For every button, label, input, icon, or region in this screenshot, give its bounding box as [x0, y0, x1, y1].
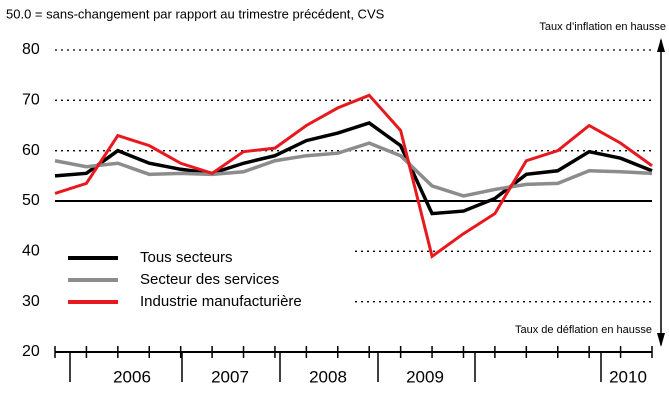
- annotation: Taux de déflation en hausse: [515, 324, 652, 336]
- subtitle: 50.0 = sans-changement par rapport au tr…: [6, 6, 385, 21]
- arrow-head: [657, 38, 665, 52]
- series-line: [54, 121, 653, 216]
- annotation: Taux d’inflation en hausse: [539, 21, 666, 33]
- y-tick-label: 20: [22, 343, 40, 360]
- y-tick-label: 50: [22, 192, 40, 209]
- legend-label: Industrie manufacturière: [140, 293, 302, 310]
- x-tick-label: 2007: [211, 367, 249, 386]
- series-line: [54, 93, 653, 259]
- series-line: [54, 141, 653, 198]
- x-tick-label: 2008: [309, 367, 347, 386]
- y-tick-label: 30: [22, 293, 40, 310]
- legend-label: Tous secteurs: [140, 249, 233, 266]
- arrow-head: [657, 333, 665, 347]
- legend-label: Secteur des services: [140, 271, 279, 288]
- y-tick-label: 60: [22, 142, 40, 159]
- x-tick-label: 2009: [406, 367, 444, 386]
- x-tick-label: 2010: [609, 367, 647, 386]
- y-tick-label: 70: [22, 92, 40, 109]
- x-tick-label: 2006: [113, 367, 151, 386]
- y-tick-label: 80: [22, 41, 40, 58]
- y-tick-label: 40: [22, 243, 40, 260]
